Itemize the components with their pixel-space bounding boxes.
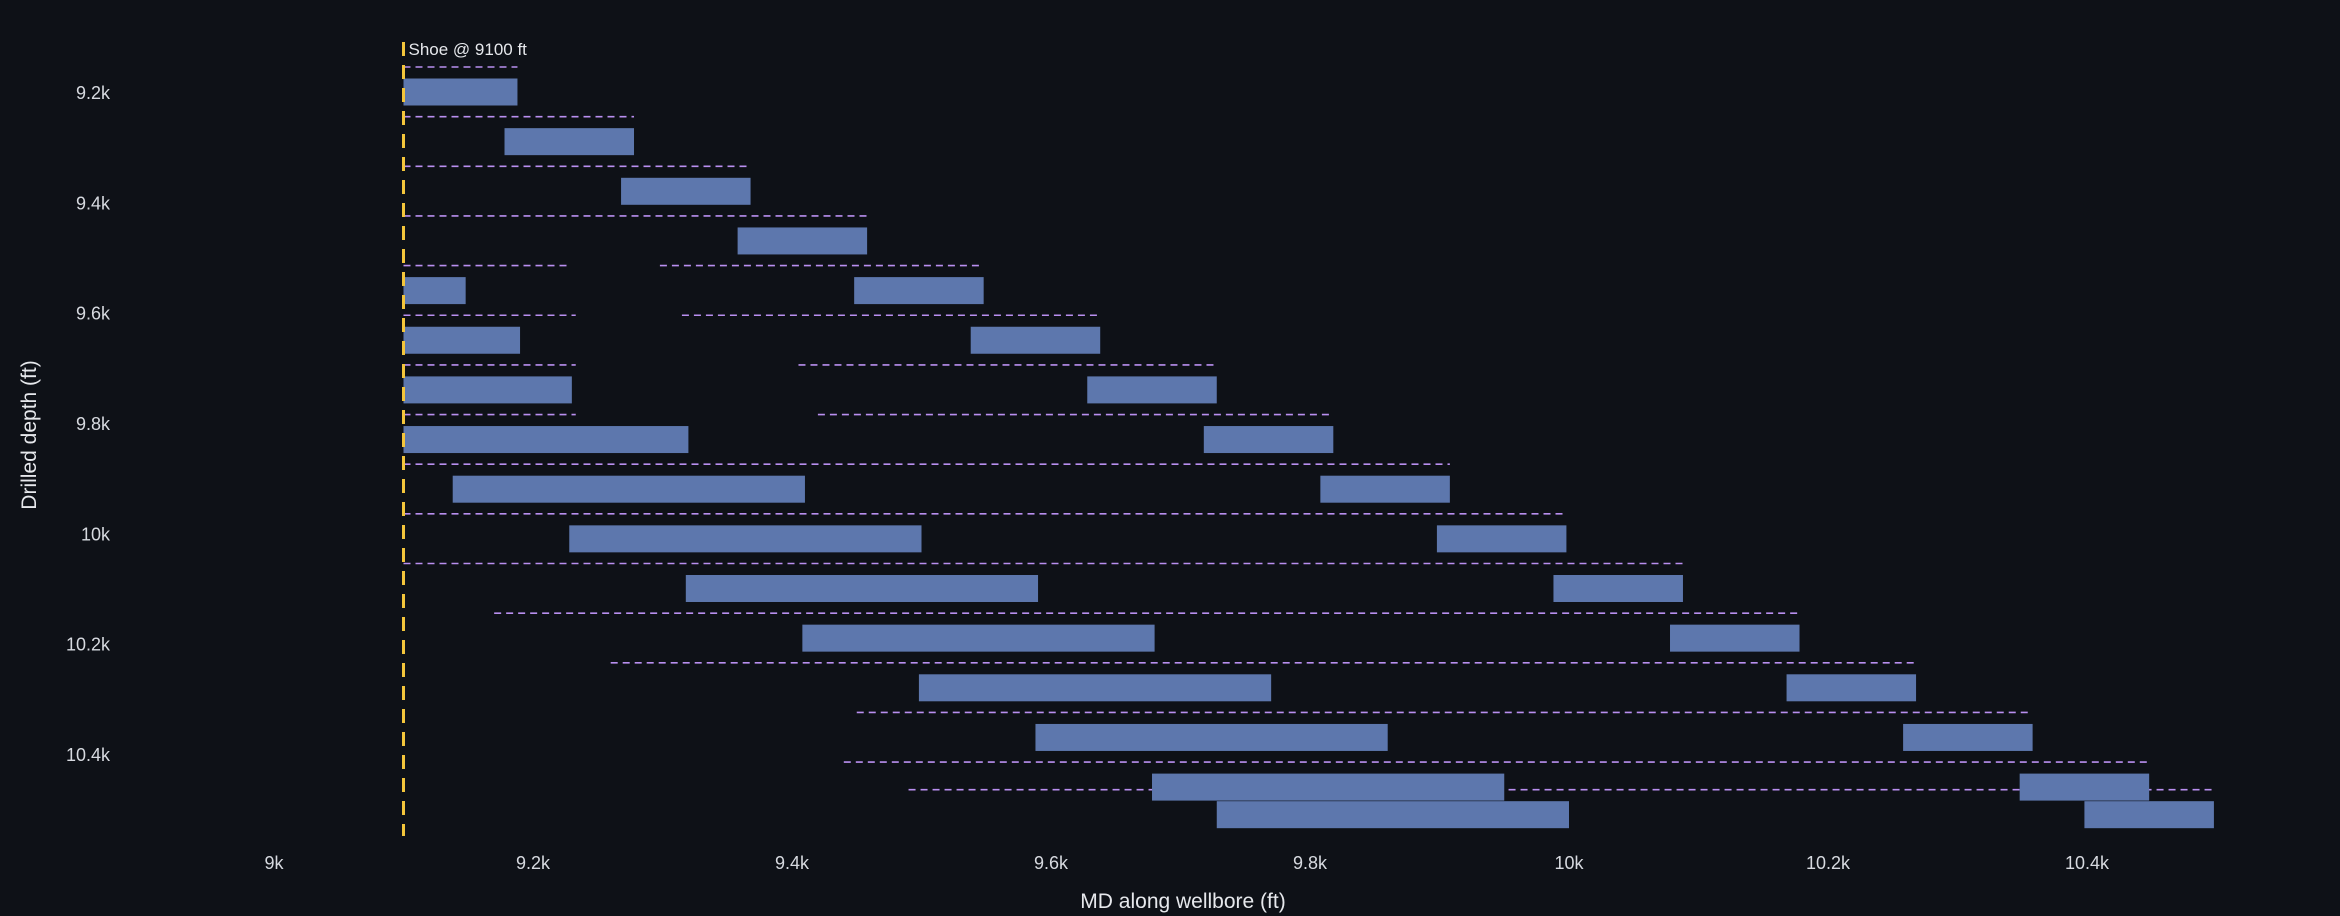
y-tick-label-2: 9.6k — [76, 304, 111, 324]
x-tick-label-6: 10.2k — [1806, 853, 1851, 873]
bar-10-1 — [1553, 575, 1683, 602]
bar-9-1 — [1436, 525, 1567, 553]
x-tick-label-0: 9k — [264, 853, 284, 873]
bar-5-1 — [970, 326, 1101, 354]
bar-7-0 — [403, 426, 689, 454]
bar-5-0 — [403, 326, 521, 354]
bar-14-0 — [1152, 773, 1505, 801]
shoe-label: Shoe @ 9100 ft — [409, 40, 528, 59]
bar-15-1 — [2084, 801, 2214, 829]
x-tick-label-4: 9.8k — [1293, 853, 1328, 873]
bar-13-0 — [1035, 723, 1388, 751]
bar-6-1 — [1087, 376, 1217, 404]
bar-0-0 — [403, 78, 518, 106]
y-tick-label-6: 10.4k — [66, 745, 111, 765]
bar-14-1 — [2019, 773, 2150, 801]
bars — [403, 78, 2214, 829]
bar-2-0 — [621, 177, 751, 205]
bar-4-0 — [403, 277, 466, 305]
y-tick-label-3: 9.8k — [76, 414, 111, 434]
bar-13-1 — [1903, 723, 2033, 751]
bar-4-1 — [854, 277, 984, 305]
bar-8-1 — [1320, 475, 1450, 503]
x-tick-label-2: 9.4k — [775, 853, 810, 873]
x-tick-label-5: 10k — [1554, 853, 1584, 873]
bar-15-0 — [1216, 801, 1569, 829]
x-tick-label-3: 9.6k — [1034, 853, 1069, 873]
y-axis-title: Drilled depth (ft) — [18, 360, 41, 509]
x-axis-ticks: 9k 9.2k 9.4k 9.6k 9.8k 10k 10.2k 10.4k — [264, 853, 2110, 873]
y-axis-ticks: 9.2k 9.4k 9.6k 9.8k 10k 10.2k 10.4k — [66, 83, 111, 765]
x-tick-label-1: 9.2k — [516, 853, 551, 873]
y-tick-label-4: 10k — [81, 524, 111, 544]
bar-3-0 — [737, 227, 868, 255]
bar-12-1 — [1786, 674, 1917, 702]
bar-8-0 — [452, 475, 805, 503]
y-tick-label-0: 9.2k — [76, 83, 111, 103]
bar-10-0 — [685, 575, 1039, 602]
bar-1-0 — [504, 128, 635, 156]
bar-11-1 — [1670, 624, 1800, 652]
bar-7-1 — [1203, 426, 1334, 454]
y-tick-label-5: 10.2k — [66, 635, 111, 655]
x-tick-label-7: 10.4k — [2065, 853, 2110, 873]
x-axis-title: MD along wellbore (ft) — [1080, 890, 1285, 913]
bar-12-0 — [918, 674, 1272, 702]
bar-9-0 — [569, 525, 922, 553]
bar-11-0 — [802, 624, 1155, 652]
bar-6-0 — [403, 376, 572, 404]
dash-lines — [403, 66, 2214, 791]
y-tick-label-1: 9.4k — [76, 193, 111, 213]
